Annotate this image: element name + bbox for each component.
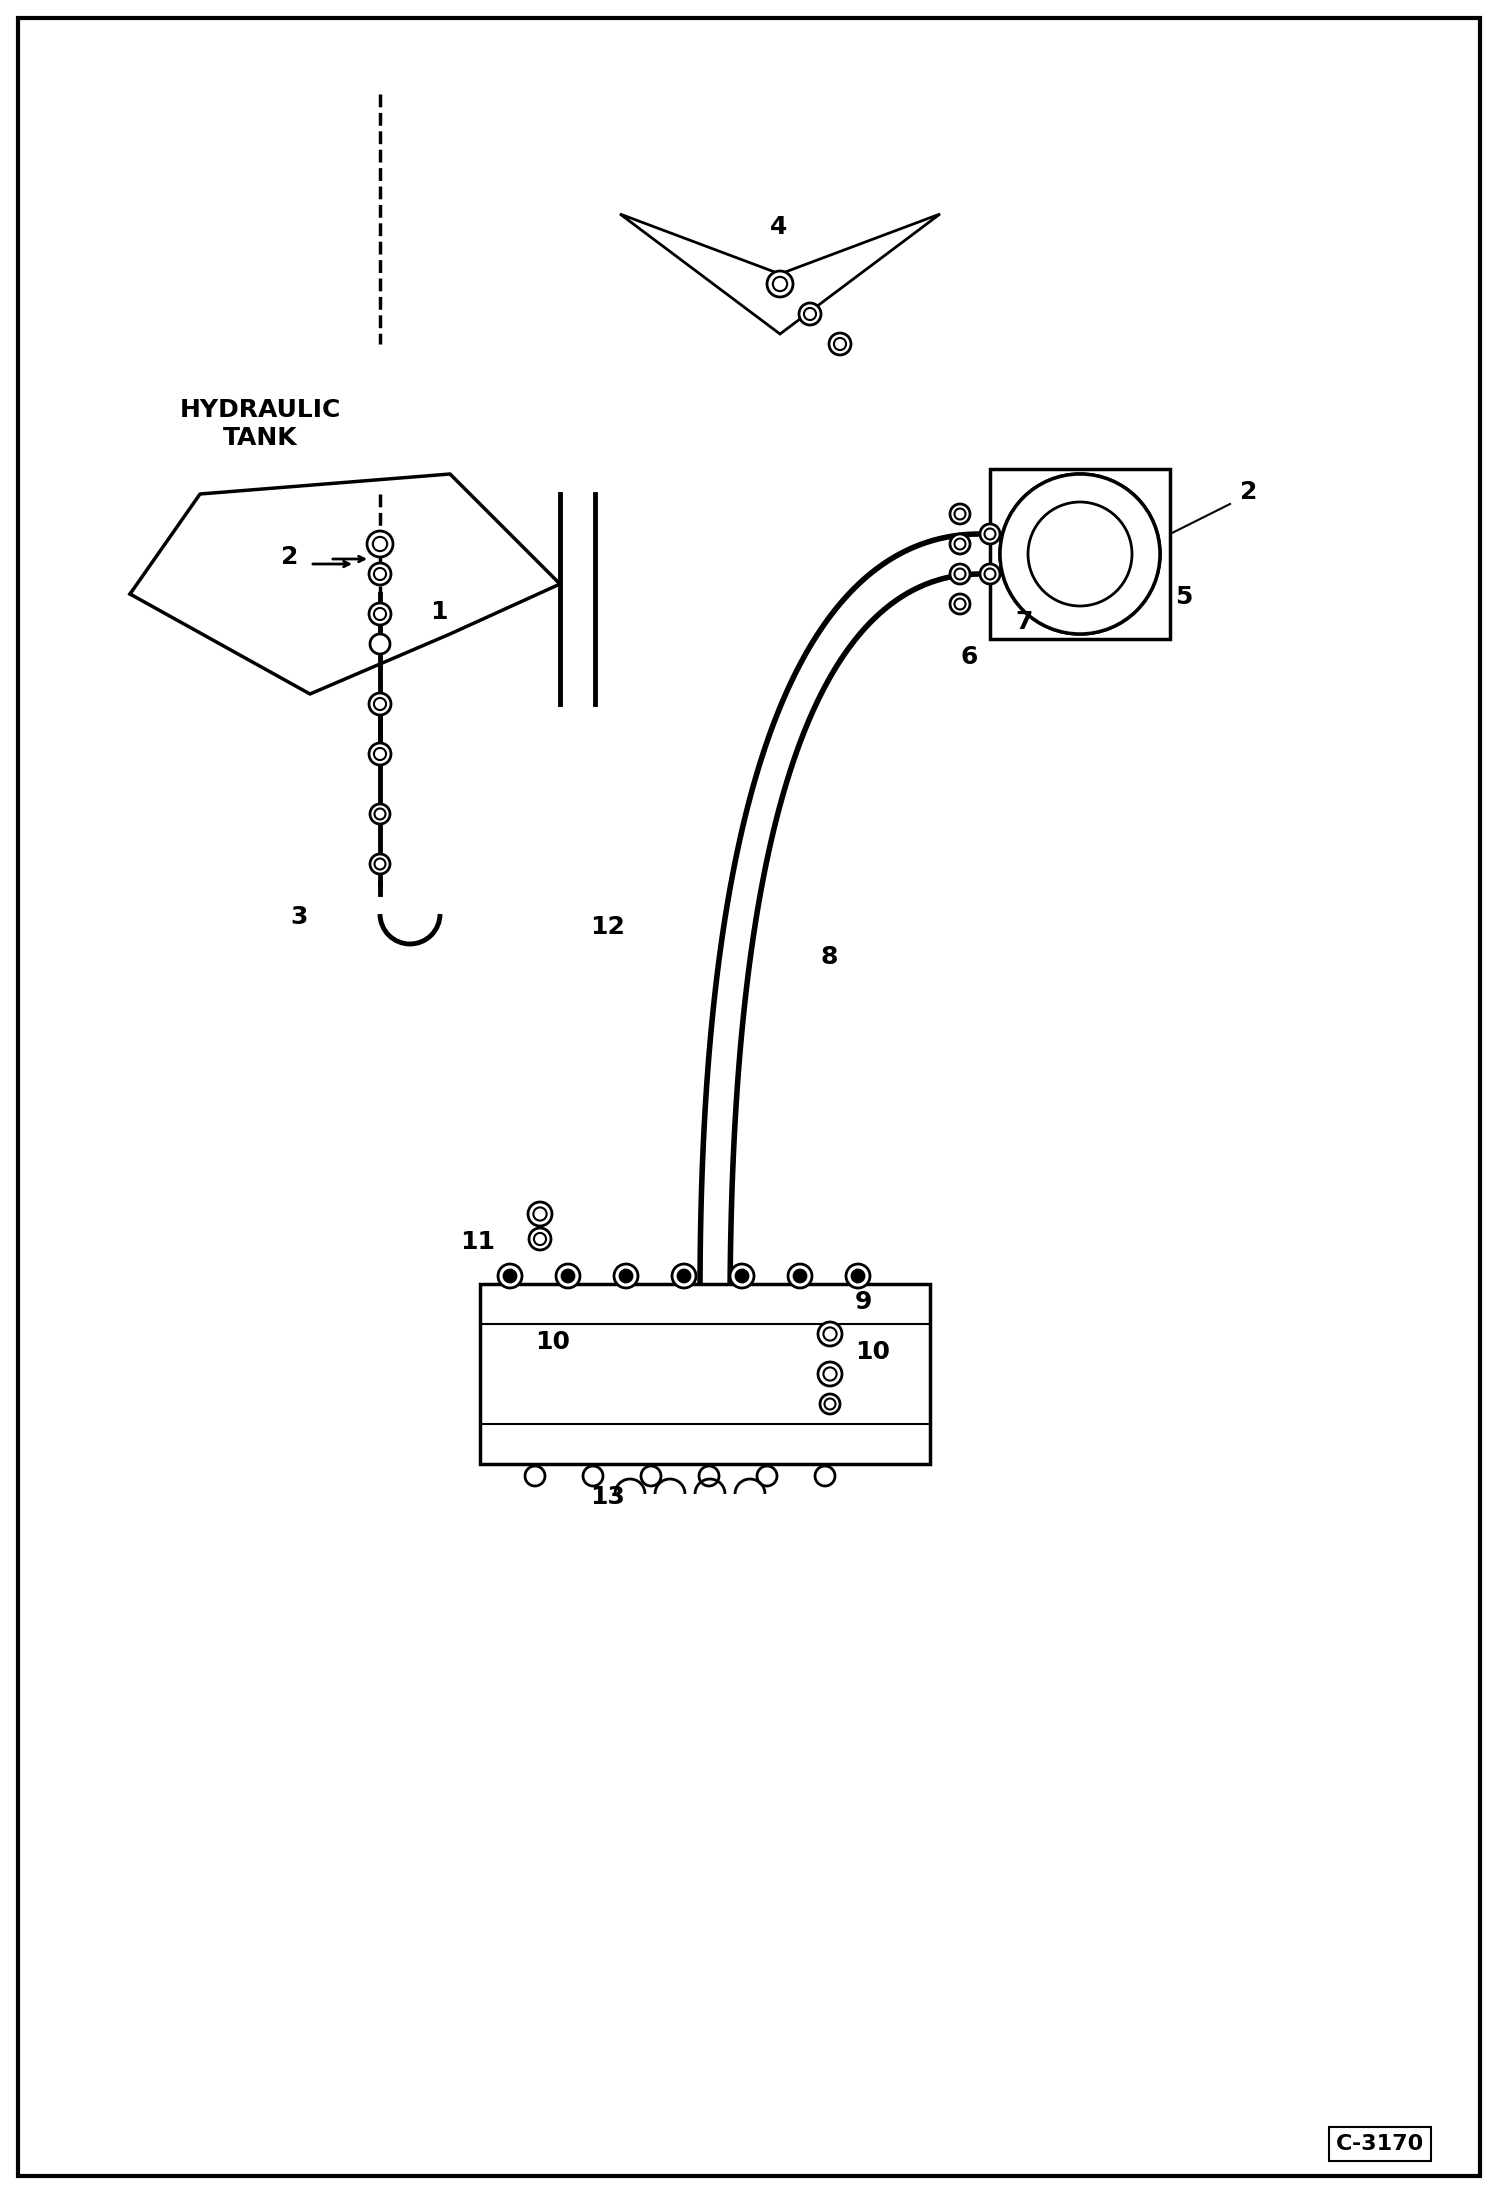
Circle shape	[533, 1207, 547, 1220]
Text: 5: 5	[1174, 586, 1192, 610]
Circle shape	[369, 693, 391, 715]
Circle shape	[700, 1466, 719, 1485]
Circle shape	[673, 1264, 697, 1288]
Circle shape	[497, 1264, 521, 1288]
Circle shape	[828, 333, 851, 355]
Text: 8: 8	[819, 946, 837, 970]
Circle shape	[824, 1367, 836, 1380]
Circle shape	[794, 1270, 806, 1281]
Circle shape	[1001, 474, 1159, 634]
Circle shape	[788, 1264, 812, 1288]
Bar	[479, 1283, 930, 1463]
Circle shape	[374, 858, 385, 869]
Circle shape	[369, 603, 391, 625]
Circle shape	[533, 1233, 547, 1244]
Circle shape	[852, 1270, 864, 1281]
Circle shape	[374, 568, 386, 579]
Circle shape	[374, 748, 386, 759]
Bar	[990, 470, 1170, 638]
Circle shape	[798, 303, 821, 325]
Text: 2: 2	[1240, 480, 1257, 505]
Circle shape	[524, 1466, 545, 1485]
Circle shape	[824, 1327, 836, 1341]
Text: 3: 3	[291, 904, 307, 928]
Text: 13: 13	[590, 1485, 625, 1509]
Text: 9: 9	[855, 1290, 872, 1314]
Circle shape	[373, 538, 386, 551]
Circle shape	[527, 1202, 551, 1226]
Text: 2: 2	[282, 544, 298, 568]
Circle shape	[614, 1264, 638, 1288]
Circle shape	[1032, 507, 1128, 601]
Circle shape	[374, 608, 386, 621]
Circle shape	[984, 568, 996, 579]
Circle shape	[984, 529, 996, 540]
Text: HYDRAULIC
TANK: HYDRAULIC TANK	[180, 397, 340, 450]
Circle shape	[950, 505, 971, 524]
Circle shape	[954, 599, 966, 610]
Text: 6: 6	[960, 645, 977, 669]
Circle shape	[679, 1270, 691, 1281]
Circle shape	[367, 531, 392, 557]
Circle shape	[767, 272, 792, 296]
Circle shape	[374, 810, 385, 821]
Circle shape	[980, 564, 1001, 584]
Circle shape	[374, 698, 386, 711]
Circle shape	[369, 564, 391, 586]
Circle shape	[583, 1466, 604, 1485]
Circle shape	[1028, 502, 1132, 606]
Circle shape	[641, 1466, 661, 1485]
Circle shape	[1052, 527, 1109, 581]
Text: C-3170: C-3170	[1336, 2135, 1425, 2155]
Circle shape	[556, 1264, 580, 1288]
Text: 1: 1	[430, 599, 448, 623]
Circle shape	[834, 338, 846, 351]
Text: 4: 4	[770, 215, 788, 239]
Circle shape	[529, 1229, 551, 1251]
Circle shape	[815, 1466, 834, 1485]
Circle shape	[736, 1270, 748, 1281]
Text: 10: 10	[855, 1341, 890, 1365]
Circle shape	[824, 1398, 836, 1409]
Circle shape	[370, 853, 389, 873]
Circle shape	[730, 1264, 753, 1288]
Circle shape	[773, 276, 786, 292]
Circle shape	[950, 595, 971, 614]
Circle shape	[980, 524, 1001, 544]
Circle shape	[950, 533, 971, 555]
Text: 10: 10	[535, 1330, 571, 1354]
Circle shape	[818, 1362, 842, 1387]
Circle shape	[954, 568, 966, 579]
Circle shape	[370, 803, 389, 825]
Circle shape	[370, 634, 389, 654]
Circle shape	[369, 744, 391, 766]
Circle shape	[818, 1323, 842, 1345]
Circle shape	[620, 1270, 632, 1281]
Circle shape	[954, 509, 966, 520]
Text: 7: 7	[1016, 610, 1032, 634]
Circle shape	[756, 1466, 777, 1485]
Text: 12: 12	[590, 915, 625, 939]
Text: 11: 11	[460, 1231, 494, 1255]
Circle shape	[804, 307, 816, 320]
Circle shape	[819, 1393, 840, 1413]
Circle shape	[503, 1270, 515, 1281]
Circle shape	[846, 1264, 870, 1288]
Circle shape	[950, 564, 971, 584]
Circle shape	[1001, 474, 1159, 634]
Circle shape	[562, 1270, 574, 1281]
Circle shape	[954, 538, 966, 548]
